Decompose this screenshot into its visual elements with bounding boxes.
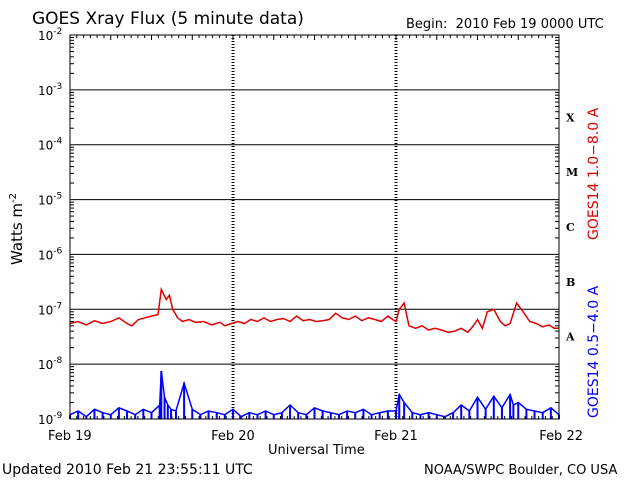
y-tick-label: 10-3 bbox=[38, 82, 62, 98]
flare-class-label: X bbox=[566, 111, 575, 124]
flare-class-label: B bbox=[566, 276, 575, 289]
footer-updated: Updated 2010 Feb 21 23:55:11 UTC bbox=[2, 462, 253, 478]
y-axis-label: Watts m-2 bbox=[8, 193, 26, 265]
y-tick-exponent: -8 bbox=[53, 356, 62, 366]
legend-series-long: GOES14 1.0−8.0 A bbox=[586, 107, 602, 240]
plot-frame bbox=[69, 34, 560, 420]
y-tick-labels: 10-210-310-410-510-610-710-810-9 bbox=[38, 27, 63, 427]
y-tick-label: 10-4 bbox=[38, 137, 63, 153]
y-tick-exponent: -2 bbox=[53, 27, 62, 37]
x-tick-label: Feb 21 bbox=[374, 429, 418, 444]
y-tick-base: 10 bbox=[38, 248, 53, 262]
flare-class-labels: X M C B A bbox=[565, 111, 578, 343]
y-tick-exponent: -6 bbox=[53, 246, 62, 256]
y-tick-label: 10-5 bbox=[38, 192, 62, 208]
y-tick-base: 10 bbox=[38, 84, 53, 98]
x-tick-label: Feb 22 bbox=[539, 429, 583, 444]
series-short-line bbox=[69, 370, 560, 418]
series-layer bbox=[69, 286, 560, 419]
y-tick-label: 10-2 bbox=[38, 27, 62, 43]
series-long-line bbox=[69, 286, 559, 334]
y-axis-label-exponent: -2 bbox=[8, 193, 19, 203]
y-tick-exponent: -9 bbox=[53, 411, 62, 421]
flare-class-label: C bbox=[566, 221, 575, 234]
y-tick-label: 10-8 bbox=[38, 356, 63, 372]
plot-grid bbox=[70, 35, 559, 419]
y-tick-base: 10 bbox=[38, 358, 53, 372]
y-tick-label: 10-6 bbox=[38, 246, 63, 262]
legend-series-short: GOES14 0.5−4.0 A bbox=[586, 285, 602, 418]
x-tick-labels: Feb 19 Feb 20 Feb 21 Feb 22 bbox=[48, 429, 583, 444]
y-tick-exponent: -5 bbox=[53, 192, 62, 202]
y-tick-base: 10 bbox=[38, 29, 53, 43]
y-tick-exponent: -4 bbox=[53, 137, 62, 147]
flare-class-label: M bbox=[566, 166, 578, 179]
y-tick-base: 10 bbox=[38, 303, 53, 317]
y-tick-exponent: -3 bbox=[53, 82, 62, 92]
y-tick-base: 10 bbox=[38, 194, 53, 208]
y-tick-exponent: -7 bbox=[53, 301, 62, 311]
x-tick-label: Feb 19 bbox=[48, 429, 92, 444]
y-tick-label: 10-9 bbox=[38, 411, 63, 427]
y-axis-label-text: Watts m bbox=[8, 203, 26, 265]
x-axis-label: Universal Time bbox=[268, 443, 365, 458]
footer-credit: NOAA/SWPC Boulder, CO USA bbox=[424, 463, 617, 478]
begin-label: Begin: 2010 Feb 19 0000 UTC bbox=[406, 17, 604, 32]
chart-title: GOES Xray Flux (5 minute data) bbox=[32, 9, 304, 29]
y-tick-base: 10 bbox=[38, 413, 53, 427]
x-tick-label: Feb 20 bbox=[211, 429, 255, 444]
y-tick-label: 10-7 bbox=[38, 301, 62, 317]
flare-class-label: A bbox=[565, 331, 575, 344]
y-tick-base: 10 bbox=[38, 139, 53, 153]
